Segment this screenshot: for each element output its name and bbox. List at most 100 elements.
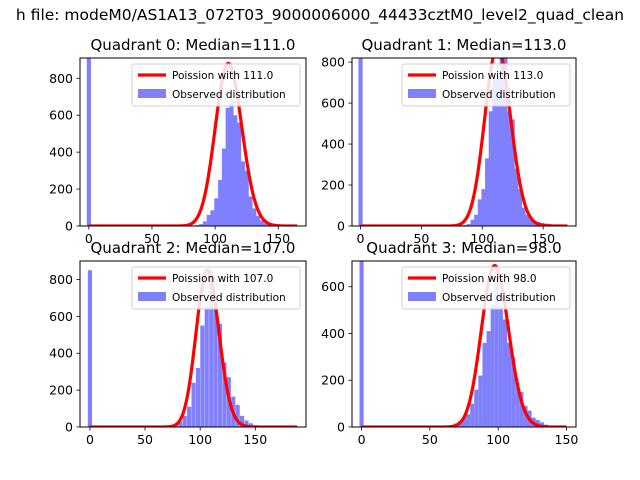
histogram-bar (244, 170, 249, 226)
axes-frame (351, 260, 577, 428)
y-tick-label: 800 (321, 55, 345, 70)
legend: Poission with 113.0 Observed distribution (401, 63, 571, 107)
histogram-bar (263, 223, 268, 226)
histogram-bar (478, 375, 483, 427)
histogram-bar (507, 342, 512, 427)
histogram-bar-zero (87, 270, 92, 427)
legend-frame (401, 63, 571, 107)
y-tick-label: 600 (321, 279, 345, 294)
histogram-bar (210, 210, 215, 226)
x-tick-label: 100 (203, 231, 227, 246)
x-tick-label: 150 (266, 231, 290, 246)
y-tick-label: 200 (49, 182, 73, 197)
histogram-bar (488, 111, 493, 226)
axes-frame (351, 57, 577, 227)
subplot-1: 0 50 100 150 0 200 400 600 800 Quadrant 1: Median… (321, 36, 577, 246)
subplot-2: 0 50 100 150 0 200 400 600 800 Quadrant 2: Median… (49, 239, 307, 447)
histogram-bar (525, 214, 530, 226)
legend-bar-swatch (138, 292, 166, 301)
y-tick-label: 0 (65, 219, 73, 234)
x-tick-label: 0 (86, 432, 94, 447)
histogram-bar (235, 404, 240, 427)
histogram-bar (466, 223, 471, 226)
legend-frame (401, 266, 571, 310)
x-tick-label: 0 (85, 231, 93, 246)
legend: Poission with 98.0 Observed distribution (401, 266, 571, 310)
histogram-bar (182, 415, 187, 427)
figure-title-container: h file: modeM0/AS1A13_072T03_9000006000_… (0, 0, 640, 30)
x-tick-label: 0 (357, 231, 365, 246)
legend-bar-swatch (408, 292, 436, 301)
histogram-bar (187, 406, 192, 427)
histogram-bar (239, 415, 245, 427)
legend: Poission with 111.0 Observed distribution (131, 63, 301, 107)
x-tick-label: 50 (413, 231, 429, 246)
plot-area (358, 58, 569, 226)
histogram-bar (244, 420, 249, 427)
legend-frame (131, 63, 301, 107)
x-tick-label: 50 (144, 231, 160, 246)
histogram-bar (200, 325, 205, 427)
histogram-bar-zero (358, 58, 363, 226)
x-tick-label: 150 (243, 432, 267, 447)
y-tick-label: 600 (49, 309, 73, 324)
histogram-bar (466, 414, 471, 427)
histogram-bar (521, 207, 526, 226)
x-tick-label: 50 (422, 432, 438, 447)
histogram-bar (490, 305, 495, 427)
subplot-title: Quadrant 2: Median=107.0 (91, 239, 296, 257)
histogram-bar (178, 421, 183, 427)
histogram-bar (539, 422, 544, 427)
histogram-bar (222, 362, 227, 427)
histogram-bar (498, 305, 503, 427)
histogram-bar (252, 208, 257, 226)
y-tick-label: 600 (49, 108, 73, 123)
histogram-bar (502, 319, 508, 427)
histogram-bar (218, 179, 223, 226)
histogram-bar (259, 220, 264, 226)
histogram-bar (233, 115, 238, 226)
y-tick-label: 800 (49, 71, 73, 86)
histogram-bar-zero (86, 58, 91, 226)
histogram-bar (494, 268, 499, 427)
y-tick-label: 0 (65, 420, 73, 435)
histogram-bar (499, 58, 504, 226)
histogram-bar (217, 323, 223, 427)
x-tick-label: 150 (555, 432, 579, 447)
histogram-bar (191, 382, 196, 427)
x-tick-label: 50 (137, 432, 153, 447)
histogram-bar (474, 214, 479, 226)
histogram-bar (225, 107, 230, 226)
histogram-bar (248, 423, 253, 427)
plot-area (359, 261, 568, 427)
histogram-bar (237, 122, 242, 226)
legend: Poission with 107.0 Observed distribution (131, 266, 301, 310)
histogram-bar (461, 417, 467, 427)
histogram-bar (528, 218, 534, 226)
x-tick-label: 100 (188, 432, 212, 447)
histogram-bar (519, 391, 524, 427)
histogram-bar (229, 100, 234, 226)
histogram-bar (206, 214, 211, 226)
legend-label-observed: Observed distribution (172, 292, 286, 304)
histogram-bar (486, 331, 491, 427)
poisson-curve (360, 263, 568, 427)
histogram-bar (474, 389, 479, 427)
histogram-bar (496, 76, 501, 226)
y-tick-label: 200 (49, 383, 73, 398)
y-tick-label: 400 (49, 145, 73, 160)
y-tick-label: 400 (49, 346, 73, 361)
histogram-bar (240, 161, 245, 226)
histogram-bar (255, 215, 261, 226)
histogram-bar (517, 189, 523, 226)
legend-label-poisson: Poission with 107.0 (172, 273, 273, 285)
subplot-title: Quadrant 3: Median=98.0 (366, 239, 561, 257)
y-tick-label: 400 (321, 137, 345, 152)
figure-suptitle: h file: modeM0/AS1A13_072T03_9000006000_… (15, 6, 625, 24)
legend-label-observed: Observed distribution (172, 89, 286, 101)
y-tick-label: 0 (337, 420, 345, 435)
x-tick-label: 0 (358, 432, 366, 447)
histogram-bar (213, 297, 218, 427)
histogram-bar-zero (359, 261, 364, 427)
histogram-bar (477, 199, 482, 226)
